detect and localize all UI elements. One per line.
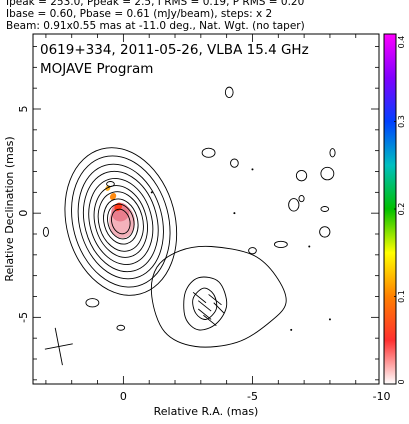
plot-frame [32, 33, 380, 385]
header-line-base: Ibase = 0.60, Pbase = 0.61 (mJy/beam), s… [6, 8, 273, 20]
noise-contour [320, 166, 335, 181]
polarization-vector [197, 300, 212, 312]
noise-contour [230, 158, 239, 168]
jet-emission [109, 193, 117, 200]
y-tick-label: 5 [17, 106, 30, 113]
core-contour [97, 191, 144, 252]
jet-contour [150, 245, 287, 348]
polarization-vector [213, 302, 225, 314]
noise-dot [308, 245, 311, 248]
colorbar-tick-label: 0.2 [397, 203, 406, 216]
x-tick-label: 0 [120, 390, 127, 403]
noise-contour [298, 195, 305, 203]
header-line-peak: Ipeak = 253.0, Ppeak = 2.5, I RMS = 0.19… [6, 0, 305, 8]
noise-dot [233, 212, 236, 215]
noise-dot [251, 168, 254, 171]
noise-contour [42, 226, 49, 237]
core-contour [88, 178, 154, 265]
tick-labels: 0 -5 -10 5 0 -5 [17, 106, 391, 404]
noise-dot [290, 328, 293, 331]
colorbar-tick-label: 0.3 [397, 115, 406, 128]
jet-contour [183, 276, 228, 331]
chart-subtitle: MOJAVE Program [40, 61, 153, 77]
noise-contour [329, 148, 336, 158]
polarization-vector [197, 308, 212, 320]
core-contour [77, 163, 164, 280]
noise-contour [85, 298, 100, 308]
noise-contour [273, 240, 288, 248]
core-contour [71, 155, 171, 288]
core-contour [83, 170, 159, 273]
colorbar-tick-label: 0 [397, 379, 406, 384]
polarization-vector [192, 291, 207, 304]
core-contour [103, 198, 139, 245]
noise-dot [328, 318, 331, 321]
y-tick-label: -5 [17, 312, 30, 323]
noise-contour [106, 181, 115, 187]
polarization-vector [208, 294, 222, 306]
noise-contour [224, 86, 234, 98]
core-contour [64, 147, 178, 296]
colorbar-tick-label: 0.4 [397, 36, 406, 49]
noise-contour [320, 206, 330, 212]
noise-contour [116, 324, 126, 331]
x-axis-label: Relative R.A. (mas) [154, 405, 259, 418]
jet-contour [192, 287, 218, 320]
colorbar-tick-label: 0.1 [397, 290, 406, 303]
noise-contour [295, 170, 308, 182]
x-tick-label: -10 [373, 390, 391, 403]
header-line-beam: Beam: 0.91x0.55 mas at -11.0 deg., Nat. … [6, 20, 305, 32]
chart-title: 0619+334, 2011-05-26, VLBA 15.4 GHz [40, 42, 309, 58]
beam-minor-axis [44, 343, 73, 350]
noise-contour [288, 198, 300, 212]
polarization-vector [203, 314, 217, 327]
contour-map [42, 86, 336, 366]
beam-marker [44, 327, 73, 366]
x-tick-label: -5 [247, 390, 258, 403]
noise-contour [248, 247, 257, 255]
noise-contour [319, 226, 331, 238]
core-contour [111, 208, 131, 235]
axis-ticks [33, 34, 379, 384]
noise-contour [201, 147, 216, 158]
noise-dot [150, 191, 153, 194]
y-tick-label: 0 [17, 210, 30, 217]
y-axis-label: Relative Declination (mas) [3, 136, 16, 281]
core-contour [107, 203, 135, 240]
colorbar-ticks: 0 0.1 0.2 0.3 0.4 [394, 33, 406, 385]
